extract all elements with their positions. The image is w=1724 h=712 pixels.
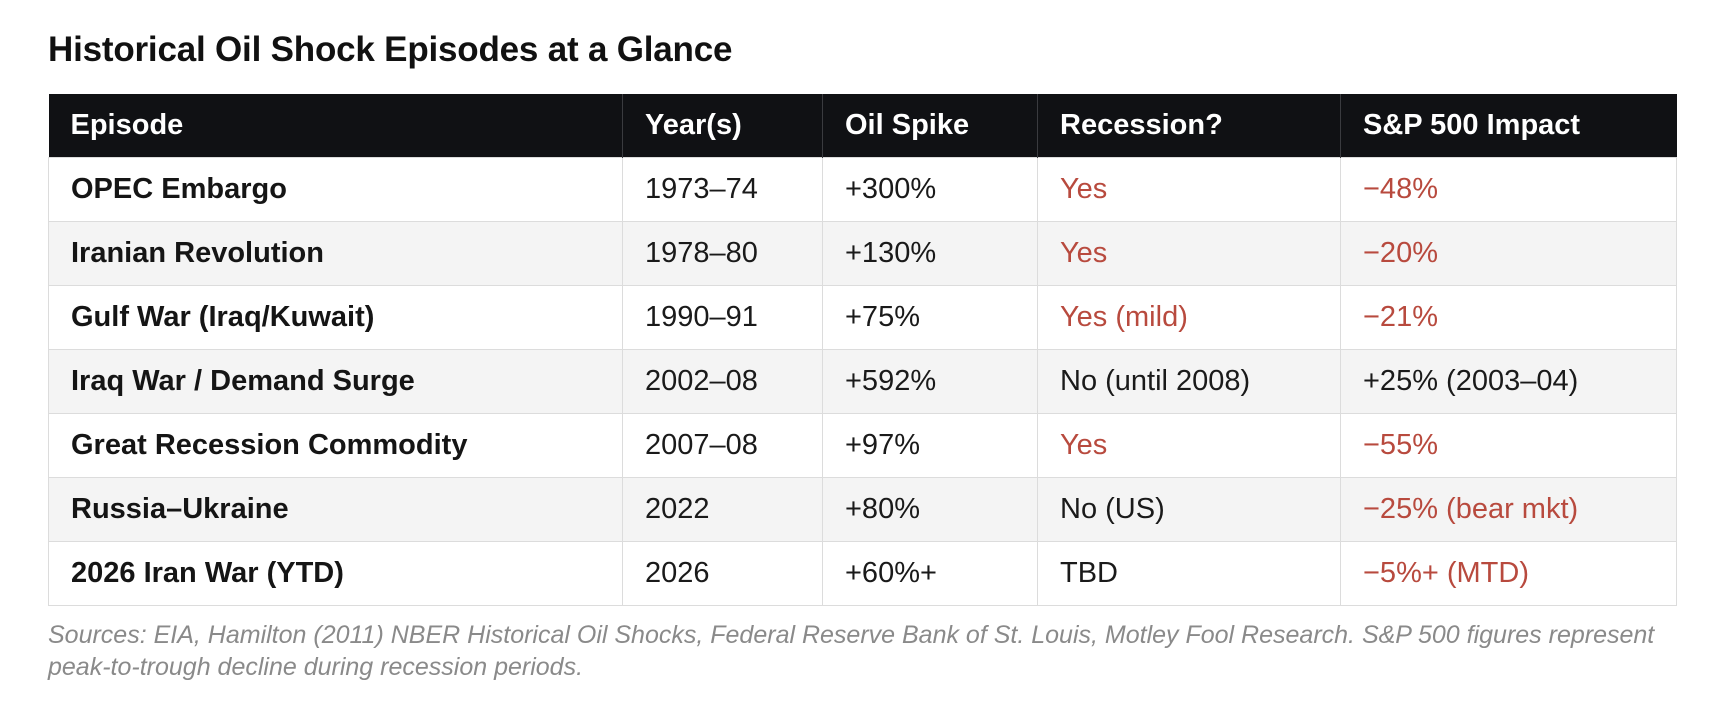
sp500-impact-cell: −5%+ (MTD) <box>1340 541 1677 606</box>
oil-spike-cell: +97% <box>822 413 1038 478</box>
sp500-impact-cell: −21% <box>1340 285 1677 350</box>
oil-spike-cell: +592% <box>822 349 1038 414</box>
table-row: Great Recession Commodity 2007–08 +97% Yes −… <box>48 413 1677 478</box>
recession-cell: Yes <box>1037 221 1341 286</box>
column-header-years: Year(s) <box>622 94 823 158</box>
years-cell: 1990–91 <box>622 285 823 350</box>
sp500-impact-cell: −25% (bear mkt) <box>1340 477 1677 542</box>
recession-cell: No (US) <box>1037 477 1341 542</box>
column-header-episode: Episode <box>48 94 623 158</box>
recession-cell: No (until 2008) <box>1037 349 1341 414</box>
sp500-impact-cell: −20% <box>1340 221 1677 286</box>
episode-cell: OPEC Embargo <box>48 157 623 222</box>
table-row: OPEC Embargo 1973–74 +300% Yes −48% <box>48 157 1677 222</box>
oil-spike-cell: +80% <box>822 477 1038 542</box>
column-header-sp500-impact: S&P 500 Impact <box>1340 94 1677 158</box>
table-row: Gulf War (Iraq/Kuwait) 1990–91 +75% Yes (mi… <box>48 285 1677 350</box>
table-body: OPEC Embargo 1973–74 +300% Yes −48% Iranian R… <box>48 157 1677 606</box>
episode-cell: Great Recession Commodity <box>48 413 623 478</box>
years-cell: 1973–74 <box>622 157 823 222</box>
table-header: Episode Year(s) Oil Spike Recession? S&P… <box>48 94 1677 158</box>
sp500-impact-cell: +25% (2003–04) <box>1340 349 1677 414</box>
years-cell: 2022 <box>622 477 823 542</box>
table-row: Iranian Revolution 1978–80 +130% Yes −20% <box>48 221 1677 286</box>
page-title: Historical Oil Shock Episodes at a Glanc… <box>48 30 733 69</box>
oil-spike-cell: +75% <box>822 285 1038 350</box>
table-row: Iraq War / Demand Surge 2002–08 +592% No (u… <box>48 349 1677 414</box>
sources-footnote: Sources: EIA, Hamilton (2011) NBER Histo… <box>48 621 1655 681</box>
recession-cell: Yes <box>1037 413 1341 478</box>
oil-spike-cell: +60%+ <box>822 541 1038 606</box>
recession-cell: Yes (mild) <box>1037 285 1341 350</box>
episode-cell: Iranian Revolution <box>48 221 623 286</box>
header-row: Episode Year(s) Oil Spike Recession? S&P… <box>48 94 1677 158</box>
years-cell: 2002–08 <box>622 349 823 414</box>
oil-spike-cell: +300% <box>822 157 1038 222</box>
episode-cell: Gulf War (Iraq/Kuwait) <box>48 285 623 350</box>
column-header-recession: Recession? <box>1037 94 1341 158</box>
oil-shock-table-card: Historical Oil Shock Episodes at a Glanc… <box>48 24 1677 683</box>
years-cell: 1978–80 <box>622 221 823 286</box>
recession-cell: TBD <box>1037 541 1341 606</box>
table-row: Russia–Ukraine 2022 +80% No (US) −25% (bear … <box>48 477 1677 542</box>
years-cell: 2026 <box>622 541 823 606</box>
oil-shock-table: Episode Year(s) Oil Spike Recession? S&P… <box>48 94 1677 606</box>
episode-cell: Iraq War / Demand Surge <box>48 349 623 414</box>
sp500-impact-cell: −48% <box>1340 157 1677 222</box>
oil-spike-cell: +130% <box>822 221 1038 286</box>
years-cell: 2007–08 <box>622 413 823 478</box>
column-header-oil-spike: Oil Spike <box>822 94 1038 158</box>
sp500-impact-cell: −55% <box>1340 413 1677 478</box>
episode-cell: 2026 Iran War (YTD) <box>48 541 623 606</box>
episode-cell: Russia–Ukraine <box>48 477 623 542</box>
table-row: 2026 Iran War (YTD) 2026 +60%+ TBD −5%+ (MTD… <box>48 541 1677 606</box>
recession-cell: Yes <box>1037 157 1341 222</box>
